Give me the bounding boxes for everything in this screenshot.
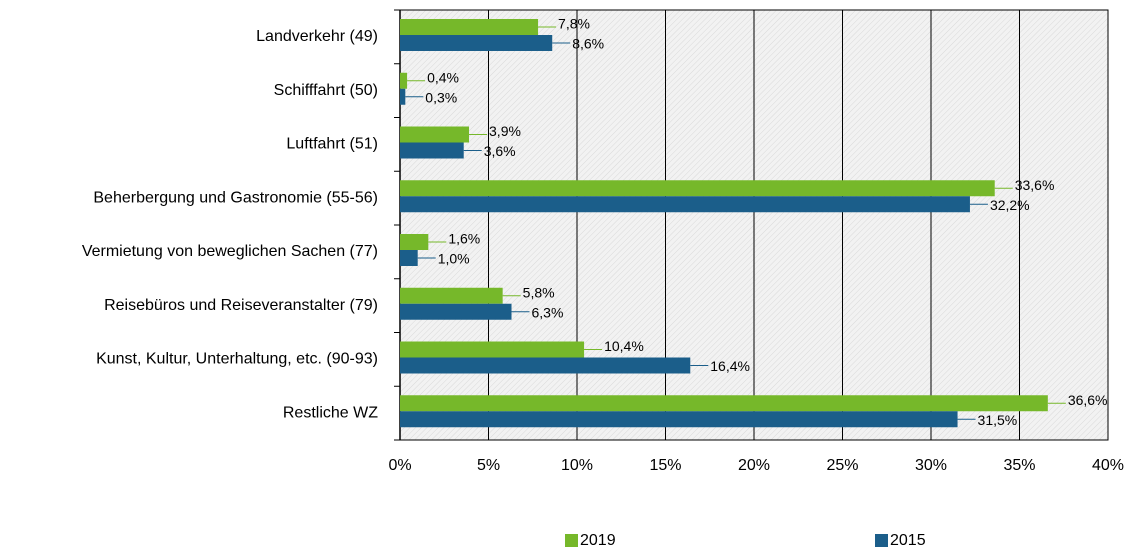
value-label: 3,6% bbox=[484, 143, 516, 159]
value-label: 7,8% bbox=[558, 16, 590, 32]
bar bbox=[400, 303, 512, 320]
value-label: 36,6% bbox=[1068, 392, 1108, 408]
x-tick-label: 30% bbox=[915, 457, 947, 474]
x-tick-label: 20% bbox=[738, 457, 770, 474]
bar bbox=[400, 341, 585, 358]
y-tick-label: Restliche WZ bbox=[283, 404, 378, 421]
x-tick-label: 15% bbox=[649, 457, 681, 474]
bar bbox=[400, 411, 958, 428]
value-label: 1,6% bbox=[448, 231, 480, 247]
bar bbox=[400, 196, 970, 213]
bar bbox=[400, 35, 553, 51]
value-label: 5,8% bbox=[523, 284, 555, 300]
legend-swatch bbox=[565, 534, 578, 547]
y-tick-label: Vermietung von beweglichen Sachen (77) bbox=[82, 243, 378, 260]
x-tick-label: 25% bbox=[826, 457, 858, 474]
value-label: 0,3% bbox=[425, 89, 457, 105]
legend-label: 2019 bbox=[580, 532, 616, 549]
y-tick-label: Schifffahrt (50) bbox=[274, 82, 378, 99]
y-tick-label: Beherbergung und Gastronomie (55-56) bbox=[93, 189, 378, 206]
legend-label: 2015 bbox=[890, 532, 926, 549]
x-tick-label: 10% bbox=[561, 457, 593, 474]
value-label: 10,4% bbox=[604, 338, 644, 354]
value-label: 33,6% bbox=[1015, 177, 1055, 193]
value-label: 0,4% bbox=[427, 69, 459, 85]
bar bbox=[400, 234, 429, 250]
value-label: 8,6% bbox=[572, 36, 604, 52]
legend-swatch bbox=[875, 534, 888, 547]
value-label: 16,4% bbox=[710, 358, 750, 374]
value-label: 32,2% bbox=[990, 197, 1030, 213]
value-label: 3,9% bbox=[489, 123, 521, 139]
bar bbox=[400, 250, 418, 266]
bar bbox=[400, 395, 1048, 412]
bar bbox=[400, 19, 539, 35]
y-tick-label: Landverkehr (49) bbox=[256, 28, 378, 45]
x-tick-label: 35% bbox=[1003, 457, 1035, 474]
bar bbox=[400, 357, 691, 374]
x-tick-label: 5% bbox=[477, 457, 500, 474]
x-tick-label: 40% bbox=[1092, 457, 1124, 474]
bar bbox=[400, 180, 995, 197]
bar bbox=[400, 126, 470, 143]
bar bbox=[400, 72, 408, 89]
y-tick-label: Luftfahrt (51) bbox=[286, 136, 378, 153]
value-label: 6,3% bbox=[532, 304, 564, 320]
y-tick-label: Reisebüros und Reiseveranstalter (79) bbox=[104, 297, 378, 314]
value-label: 1,0% bbox=[438, 251, 470, 267]
y-tick-label: Kunst, Kultur, Unterhaltung, etc. (90-93… bbox=[96, 351, 378, 368]
value-label: 31,5% bbox=[978, 412, 1018, 428]
bar bbox=[400, 142, 464, 159]
x-tick-label: 0% bbox=[388, 457, 411, 474]
bar bbox=[400, 287, 503, 304]
bar bbox=[400, 88, 406, 105]
